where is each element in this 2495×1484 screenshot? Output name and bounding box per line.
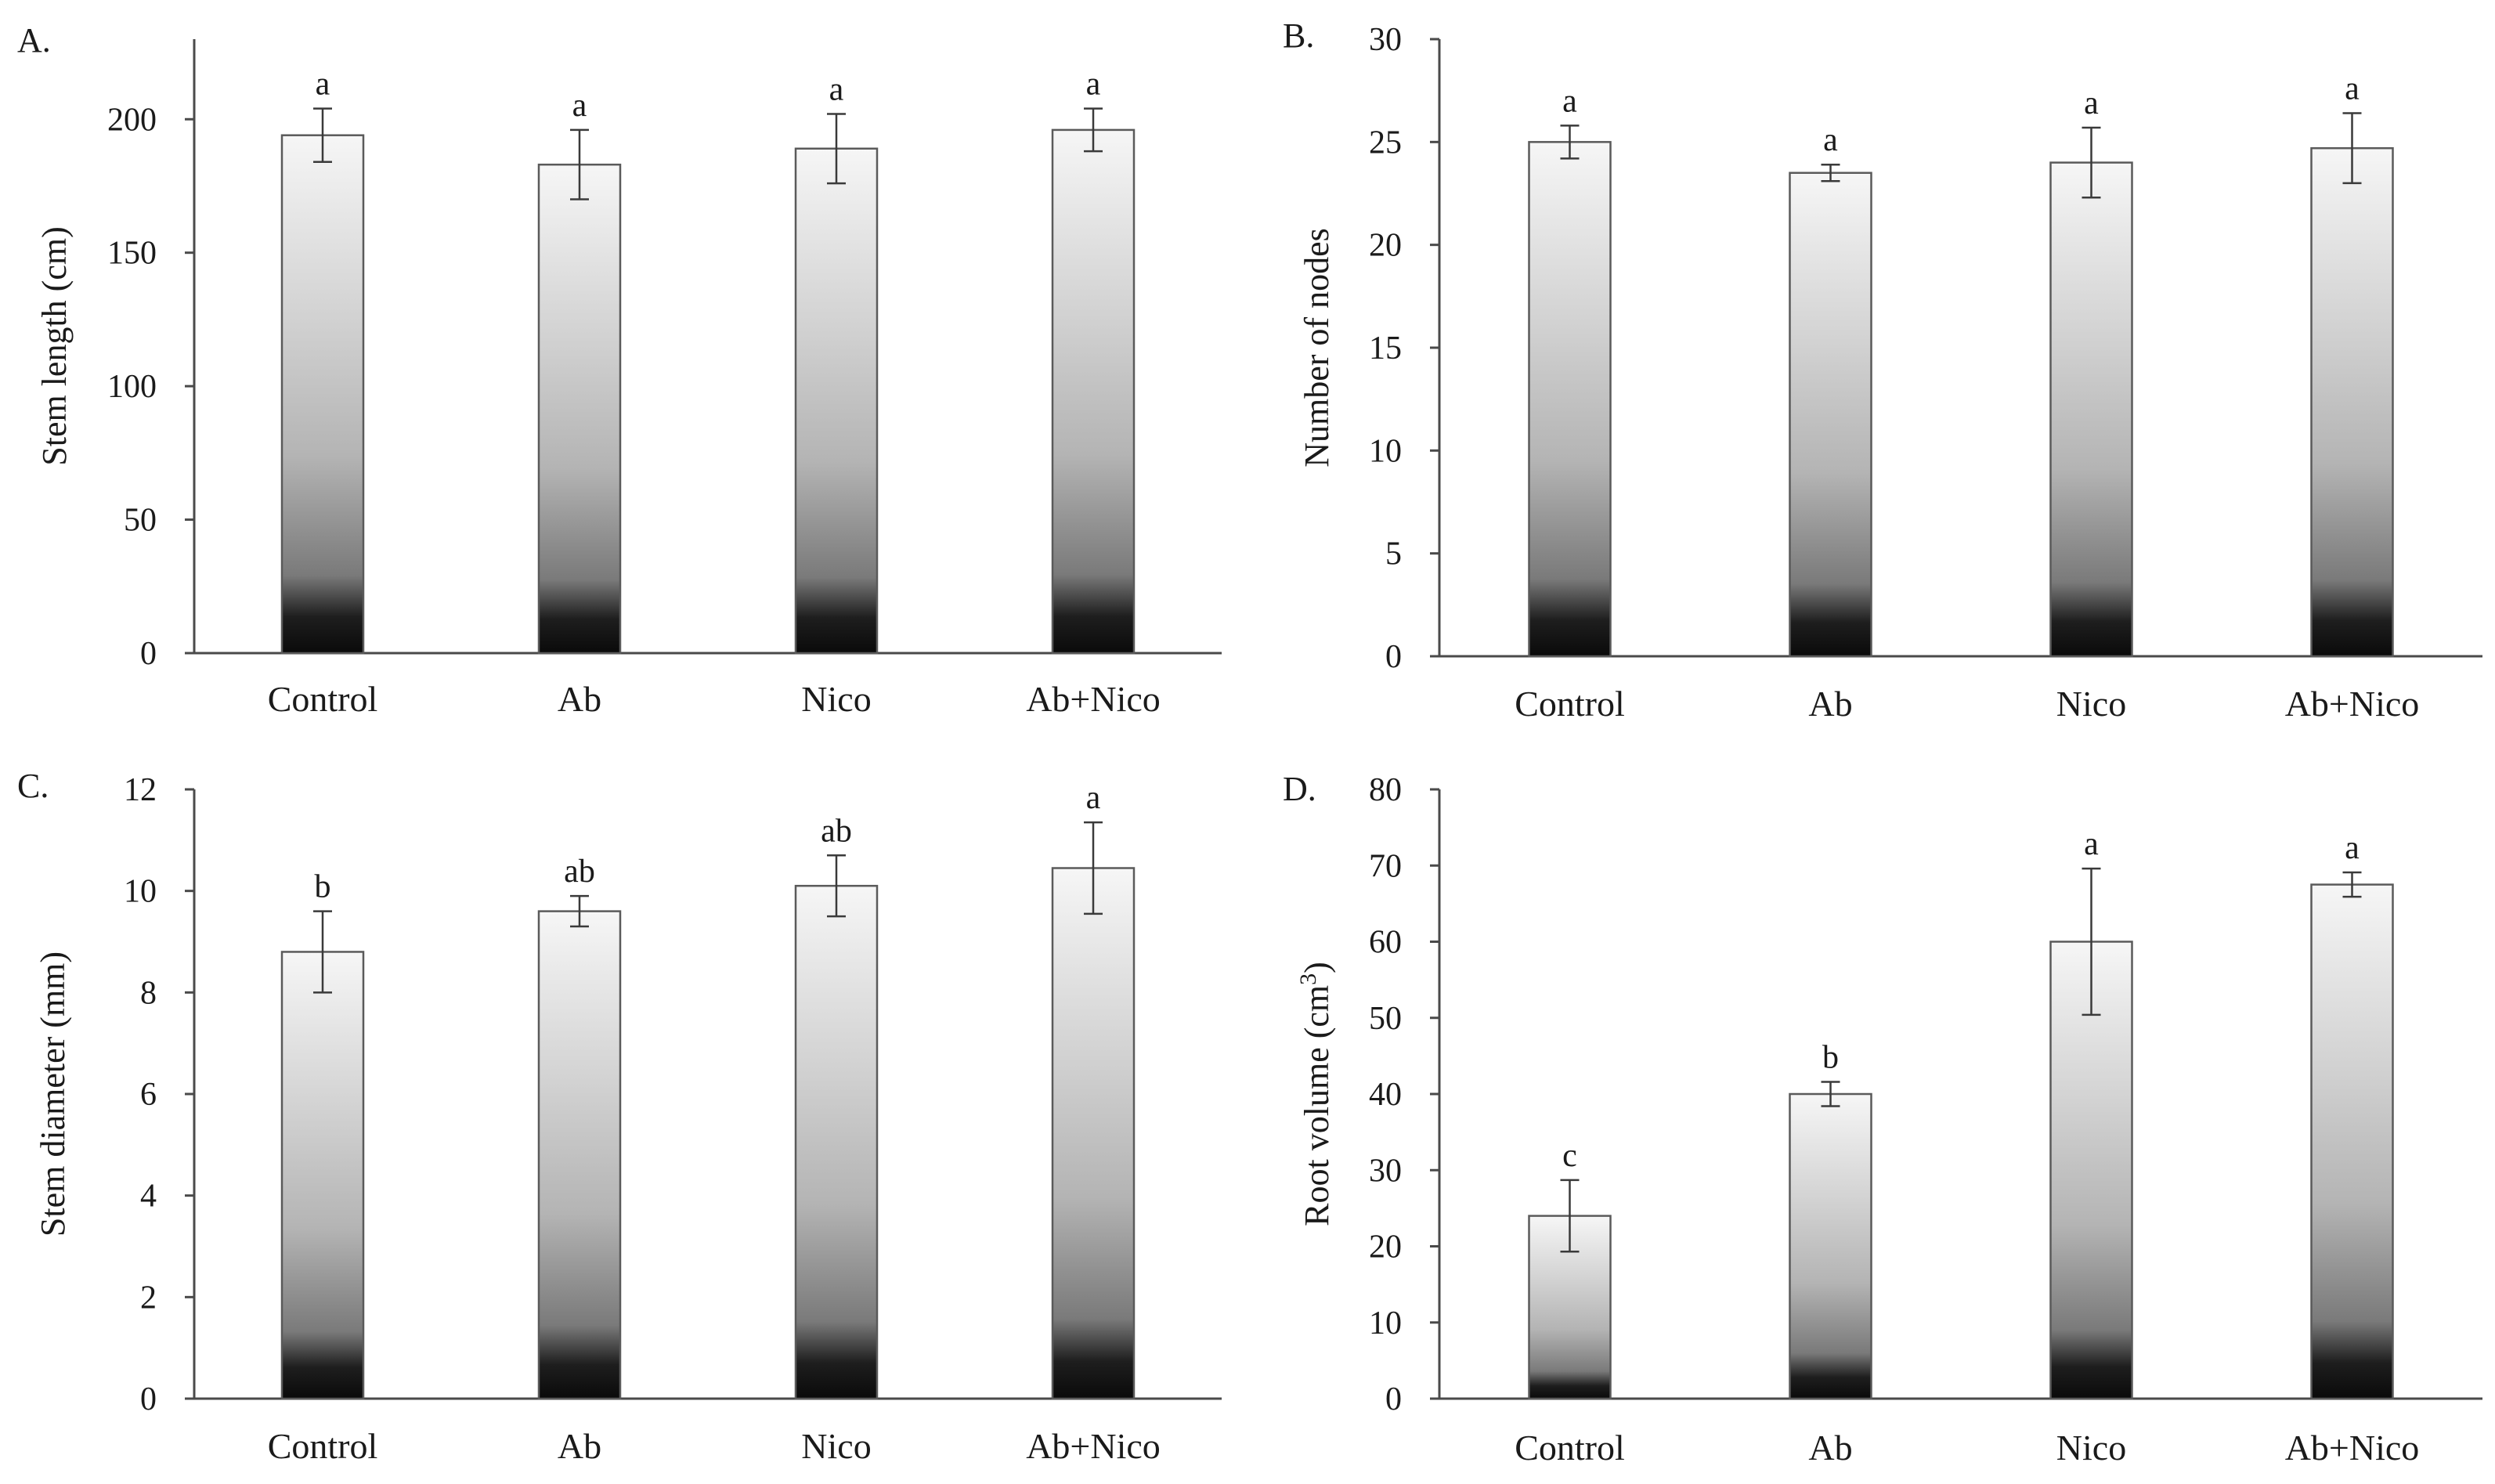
x-tick-label: Ab+Nico <box>2285 684 2420 724</box>
significance-label: a <box>1086 67 1101 103</box>
x-tick-label: Nico <box>801 679 871 719</box>
significance-label: ab <box>821 813 852 849</box>
y-tick-label: 2 <box>140 1280 157 1316</box>
y-tick-label: 70 <box>1369 848 1402 884</box>
panel-label: D. <box>1283 770 1316 808</box>
x-tick-label: Ab <box>558 679 601 719</box>
bar <box>2049 161 2133 658</box>
y-tick-label: 100 <box>107 369 157 405</box>
panel-label: C. <box>17 767 49 805</box>
bar <box>1051 128 1136 655</box>
y-tick-label: 40 <box>1369 1077 1402 1113</box>
bar <box>794 147 879 655</box>
significance-label: b <box>315 869 331 905</box>
bar <box>537 910 622 1400</box>
y-axis-title: Stem length (cm) <box>35 226 74 466</box>
x-tick-label: Ab <box>558 1426 601 1466</box>
bar <box>280 134 365 655</box>
x-tick-label: Nico <box>2056 684 2126 724</box>
significance-label: ab <box>564 854 595 890</box>
y-axis-title-superscript: 3 <box>1295 973 1321 985</box>
y-tick-label: 150 <box>107 236 157 272</box>
y-tick-label: 10 <box>1369 433 1402 469</box>
bar <box>2049 941 2133 1400</box>
y-axis-title: Stem diameter (mm) <box>34 951 72 1237</box>
y-axis-title-text: Stem length (cm) <box>35 226 74 466</box>
y-tick-label: 0 <box>140 1381 157 1417</box>
x-tick-label: Ab <box>1808 1428 1852 1468</box>
y-tick-label: 80 <box>1369 772 1402 808</box>
y-tick-label: 0 <box>140 636 157 672</box>
significance-label: a <box>1086 780 1101 816</box>
y-tick-label: 30 <box>1369 1153 1402 1189</box>
significance-label: a <box>572 88 587 124</box>
panel-c: C. 0 2 4 6 8 10 12 Stem diameter (mm) b Control ab A… <box>17 767 1222 1466</box>
panel-a: A. 0 50 100 150 200 Stem length (cm) a Control a A… <box>17 21 1222 719</box>
y-axis-title: Number of nodes <box>1298 228 1336 468</box>
x-tick-label: Nico <box>2056 1428 2126 1468</box>
x-tick-label: Control <box>268 679 378 719</box>
significance-label: b <box>1822 1039 1839 1075</box>
significance-label: a <box>2084 826 2099 862</box>
x-tick-label: Ab+Nico <box>1026 679 1161 719</box>
y-tick-label: 50 <box>124 503 157 539</box>
significance-label: c <box>1562 1138 1577 1174</box>
x-tick-label: Control <box>268 1426 378 1466</box>
x-tick-label: Control <box>1515 1428 1625 1468</box>
bar <box>1789 1092 1872 1400</box>
significance-label: a <box>1823 122 1838 158</box>
significance-label: a <box>1562 83 1577 119</box>
y-tick-label: 5 <box>1385 536 1402 572</box>
y-tick-label: 0 <box>1385 1381 1402 1417</box>
y-tick-label: 20 <box>1369 228 1402 264</box>
bar <box>537 163 622 655</box>
panel-d: D. 0 10 20 30 40 50 60 70 80 Root volume (cm3) c Con… <box>1283 770 2482 1468</box>
y-tick-label: 12 <box>124 772 157 808</box>
bar <box>1528 141 1612 658</box>
panel-b: B. 0 5 10 15 20 25 30 Number of nodes a Control a Ab… <box>1283 16 2482 724</box>
y-axis-title-end: ) <box>1298 962 1336 973</box>
bar <box>1789 172 1872 658</box>
y-tick-label: 20 <box>1369 1229 1402 1266</box>
bar <box>1051 867 1136 1400</box>
y-axis-title-text: Number of nodes <box>1298 228 1336 468</box>
bar <box>2310 146 2394 658</box>
x-tick-label: Nico <box>801 1426 871 1466</box>
y-tick-label: 4 <box>140 1179 157 1215</box>
x-tick-label: Control <box>1515 684 1625 724</box>
y-tick-label: 6 <box>140 1077 157 1113</box>
y-tick-label: 200 <box>107 102 157 138</box>
significance-label: a <box>2345 71 2360 107</box>
y-tick-label: 10 <box>124 874 157 910</box>
y-tick-label: 50 <box>1369 1001 1402 1037</box>
y-tick-label: 8 <box>140 975 157 1011</box>
y-tick-label: 30 <box>1369 22 1402 58</box>
bar <box>280 951 365 1400</box>
x-tick-label: Ab <box>1808 684 1852 724</box>
y-axis-title-text: Stem diameter (mm) <box>34 951 72 1237</box>
significance-label: a <box>2345 830 2360 866</box>
significance-label: a <box>829 71 844 107</box>
significance-label: a <box>316 67 330 103</box>
x-tick-label: Ab+Nico <box>2285 1428 2420 1468</box>
bar <box>2310 883 2394 1400</box>
y-axis-title-text: Root volume (cm <box>1298 985 1336 1226</box>
panel-label: B. <box>1283 16 1314 55</box>
x-tick-label: Ab+Nico <box>1026 1426 1161 1466</box>
y-tick-label: 0 <box>1385 639 1402 675</box>
y-tick-label: 25 <box>1369 125 1402 161</box>
panel-label: A. <box>17 21 51 60</box>
y-tick-label: 10 <box>1369 1305 1402 1341</box>
significance-label: a <box>2084 85 2099 121</box>
bar <box>794 884 879 1400</box>
y-axis-title: Root volume (cm3) <box>1295 962 1337 1226</box>
y-tick-label: 15 <box>1369 330 1402 366</box>
y-tick-label: 60 <box>1369 925 1402 961</box>
